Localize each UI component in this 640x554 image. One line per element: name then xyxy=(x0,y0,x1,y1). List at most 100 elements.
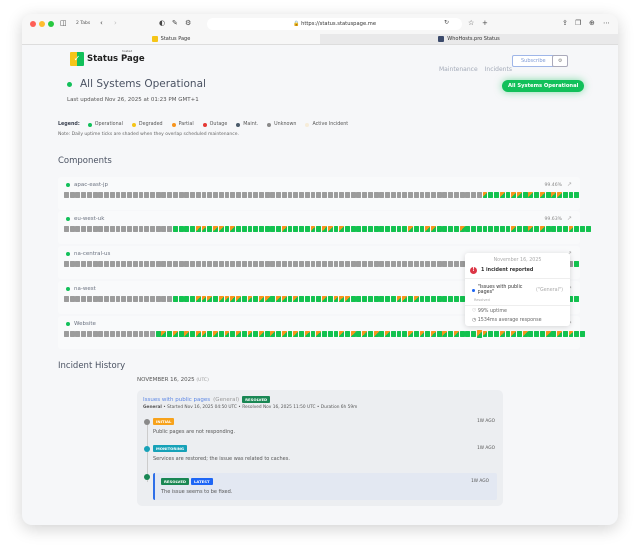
uptime-day-bar[interactable] xyxy=(385,331,390,337)
uptime-day-bar[interactable] xyxy=(247,192,253,198)
uptime-day-bar[interactable] xyxy=(293,192,299,198)
uptime-day-bar[interactable] xyxy=(344,226,350,232)
uptime-day-bar[interactable] xyxy=(150,226,155,232)
uptime-day-bar[interactable] xyxy=(98,296,104,302)
uptime-day-bar[interactable] xyxy=(419,192,425,198)
uptime-day-bar[interactable] xyxy=(195,261,201,267)
uptime-day-bar[interactable] xyxy=(425,261,431,267)
close-window-button[interactable] xyxy=(30,21,36,27)
uptime-day-bar[interactable] xyxy=(316,192,322,198)
uptime-day-bar[interactable] xyxy=(86,296,92,302)
uptime-day-bar[interactable] xyxy=(98,226,104,232)
uptime-day-bar[interactable] xyxy=(195,226,201,232)
uptime-day-bar[interactable] xyxy=(482,331,488,337)
uptime-day-bar[interactable] xyxy=(419,331,425,337)
uptime-day-bar[interactable] xyxy=(115,261,121,267)
uptime-day-bar[interactable] xyxy=(64,261,69,267)
external-link-icon[interactable]: ↗ xyxy=(566,215,572,222)
uptime-day-bar[interactable] xyxy=(121,296,127,302)
uptime-day-bar[interactable] xyxy=(299,296,304,302)
uptime-day-bar[interactable] xyxy=(195,296,201,302)
uptime-day-bar[interactable] xyxy=(75,261,81,267)
uptime-day-bar[interactable] xyxy=(92,331,98,337)
uptime-day-bar[interactable] xyxy=(327,226,333,232)
uptime-day-bar[interactable] xyxy=(562,192,568,198)
uptime-day-bar[interactable] xyxy=(270,331,276,337)
uptime-day-bar[interactable] xyxy=(258,261,264,267)
uptime-day-bar[interactable] xyxy=(322,192,327,198)
uptime-day-bar[interactable] xyxy=(144,192,150,198)
uptime-day-bar[interactable] xyxy=(425,331,431,337)
uptime-day-bar[interactable] xyxy=(562,226,568,232)
uptime-day-bar[interactable] xyxy=(132,261,138,267)
uptime-day-bar[interactable] xyxy=(121,261,127,267)
uptime-day-bar[interactable] xyxy=(132,296,138,302)
uptime-day-bar[interactable] xyxy=(81,226,87,232)
uptime-day-bar[interactable] xyxy=(276,226,282,232)
uptime-day-bar[interactable] xyxy=(322,331,327,337)
uptime-day-bar[interactable] xyxy=(178,192,184,198)
uptime-day-bar[interactable] xyxy=(522,192,528,198)
uptime-day-bar[interactable] xyxy=(316,261,322,267)
uptime-day-bar[interactable] xyxy=(138,296,144,302)
uptime-day-bar[interactable] xyxy=(408,296,413,302)
uptime-day-bar[interactable] xyxy=(304,331,310,337)
uptime-day-bar[interactable] xyxy=(144,331,150,337)
uptime-day-bar[interactable] xyxy=(276,296,282,302)
uptime-day-bar[interactable] xyxy=(545,331,551,337)
uptime-day-bar[interactable] xyxy=(344,192,350,198)
uptime-day-bar[interactable] xyxy=(236,296,241,302)
new-tab-icon[interactable]: + xyxy=(482,19,488,27)
uptime-day-bar[interactable] xyxy=(339,261,345,267)
uptime-day-bar[interactable] xyxy=(104,226,109,232)
uptime-day-bar[interactable] xyxy=(574,296,580,302)
uptime-day-bar[interactable] xyxy=(316,331,322,337)
uptime-day-bar[interactable] xyxy=(413,331,419,337)
uptime-day-bar[interactable] xyxy=(281,261,287,267)
uptime-day-bar[interactable] xyxy=(144,226,150,232)
uptime-day-bar[interactable] xyxy=(356,261,362,267)
uptime-day-bar[interactable] xyxy=(127,226,132,232)
uptime-day-bar[interactable] xyxy=(551,226,557,232)
uptime-day-bar[interactable] xyxy=(339,331,345,337)
uptime-day-bar[interactable] xyxy=(121,192,127,198)
uptime-day-bar[interactable] xyxy=(557,226,562,232)
settings-icon[interactable]: ⚙ xyxy=(185,19,192,27)
uptime-day-bar[interactable] xyxy=(459,261,465,267)
uptime-day-bar[interactable] xyxy=(488,331,494,337)
uptime-day-bar[interactable] xyxy=(459,192,465,198)
uptime-day-bar[interactable] xyxy=(379,226,385,232)
uptime-day-bar[interactable] xyxy=(218,261,224,267)
uptime-day-bar[interactable] xyxy=(431,331,436,337)
uptime-day-bar[interactable] xyxy=(431,226,436,232)
uptime-day-bar[interactable] xyxy=(224,331,230,337)
uptime-day-bar[interactable] xyxy=(408,192,413,198)
uptime-day-bar[interactable] xyxy=(172,261,178,267)
uptime-day-bar[interactable] xyxy=(396,261,402,267)
uptime-day-bar[interactable] xyxy=(293,226,299,232)
uptime-day-bar[interactable] xyxy=(574,192,580,198)
uptime-day-bar[interactable] xyxy=(373,261,379,267)
uptime-day-bar[interactable] xyxy=(459,226,465,232)
uptime-day-bar[interactable] xyxy=(150,261,155,267)
uptime-day-bar[interactable] xyxy=(64,226,69,232)
uptime-day-bar[interactable] xyxy=(69,261,75,267)
forward-icon[interactable]: › xyxy=(114,19,117,27)
uptime-day-bar[interactable] xyxy=(98,331,104,337)
tab-status-page[interactable]: Status Page xyxy=(22,34,320,44)
uptime-day-bar[interactable] xyxy=(287,192,293,198)
uptime-day-bar[interactable] xyxy=(396,192,402,198)
uptime-day-bar[interactable] xyxy=(230,261,236,267)
uptime-day-bar[interactable] xyxy=(86,192,92,198)
uptime-day-bar[interactable] xyxy=(574,261,580,267)
uptime-day-bar[interactable] xyxy=(178,296,184,302)
uptime-day-bar[interactable] xyxy=(241,192,247,198)
uptime-day-bar[interactable] xyxy=(281,331,287,337)
uptime-day-bar[interactable] xyxy=(184,296,190,302)
uptime-day-bar[interactable] xyxy=(327,296,333,302)
uptime-day-bar[interactable] xyxy=(253,331,259,337)
uptime-day-bar[interactable] xyxy=(310,261,316,267)
share-icon[interactable]: ⇪ xyxy=(562,19,568,27)
uptime-day-bar[interactable] xyxy=(167,331,173,337)
uptime-day-bar[interactable] xyxy=(247,226,253,232)
